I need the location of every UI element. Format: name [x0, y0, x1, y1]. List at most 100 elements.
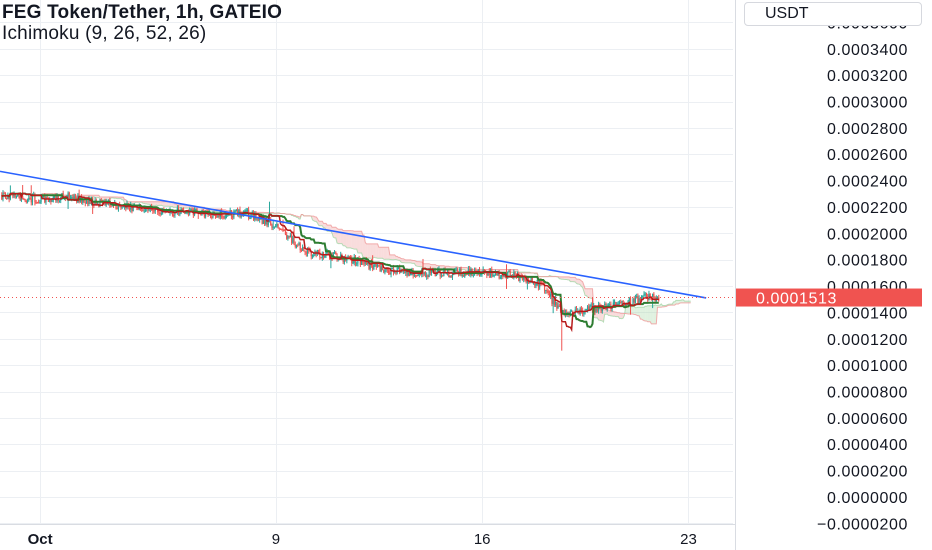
ichimoku-cloud-segment: [432, 264, 435, 269]
candle-body: [49, 199, 51, 202]
candle-body: [580, 308, 583, 311]
candle-body: [649, 293, 651, 299]
ichimoku-cloud-segment: [516, 269, 518, 272]
candle-body: [278, 228, 280, 230]
candle-body: [644, 293, 646, 295]
candle-body: [308, 249, 310, 251]
trendline[interactable]: [0, 170, 707, 299]
ichimoku-cloud-segment: [604, 309, 606, 315]
ichimoku-cloud-segment: [591, 288, 593, 299]
ichimoku-cloud-segment: [381, 247, 383, 259]
candle-body: [442, 275, 444, 277]
ichimoku-cloud-segment: [635, 307, 637, 316]
ichimoku-cloud-segment: [154, 201, 156, 206]
candle-body: [300, 250, 303, 252]
ichimoku-cloud-segment: [366, 243, 368, 258]
ichimoku-cloud-segment: [161, 201, 163, 206]
candle-body: [116, 208, 118, 210]
candle-body: [290, 235, 293, 243]
candle-body: [359, 259, 361, 265]
y-tick-label: 0.0002000: [827, 226, 908, 243]
candle-body: [302, 247, 304, 251]
candle-body: [426, 275, 428, 277]
ichimoku-cloud-segment: [588, 288, 591, 298]
candle-body: [513, 272, 515, 277]
candle-body: [286, 234, 288, 239]
candle-body: [652, 293, 654, 299]
candle-body: [174, 212, 176, 216]
ichimoku-cloud-segment: [168, 201, 171, 207]
ichimoku-cloud-segment: [650, 305, 652, 324]
candle-body: [656, 297, 659, 299]
candle-body: [418, 273, 420, 275]
candle-body: [419, 273, 422, 275]
conversion-line: [1, 192, 659, 333]
candle-body: [563, 310, 565, 315]
ichimoku-cloud-segment: [348, 230, 350, 248]
ichimoku-cloud-segment: [413, 260, 415, 264]
candle-body: [356, 263, 358, 265]
x-tick-label: Oct: [28, 531, 53, 548]
ichimoku-cloud-segment: [425, 263, 427, 269]
candle-body: [402, 270, 404, 273]
candle-body: [369, 261, 371, 269]
candle-body: [305, 252, 307, 254]
x-tick-label: 16: [474, 531, 491, 548]
candle-body: [645, 293, 648, 296]
ichimoku-cloud-segment: [644, 306, 646, 322]
ichimoku-cloud-segment: [370, 243, 372, 259]
ichimoku-cloud-segment: [317, 218, 319, 226]
candle-body: [279, 228, 282, 230]
candle-body: [257, 218, 260, 220]
candle-body: [327, 251, 330, 254]
candle-body: [142, 209, 144, 212]
candle-body: [216, 215, 218, 217]
candle-body: [415, 274, 417, 276]
candle-body: [373, 264, 375, 269]
candle-body: [459, 268, 461, 274]
candle-body: [444, 269, 446, 274]
current-price-tag-label: 0.0001513: [756, 291, 837, 308]
candle-body: [618, 302, 621, 304]
candle-body: [555, 301, 557, 305]
candle-body: [615, 301, 617, 306]
candle-body: [481, 273, 483, 275]
candle-body: [545, 289, 547, 291]
candle-body: [569, 311, 571, 316]
candle-body: [320, 257, 322, 259]
candle-body: [638, 298, 640, 304]
ichimoku-cloud-segment: [181, 204, 183, 208]
candle-body: [309, 250, 311, 252]
ichimoku-cloud-segment: [179, 204, 182, 208]
candle-body: [570, 310, 573, 312]
candle-body: [335, 251, 337, 255]
candle-body: [410, 272, 412, 276]
ichimoku-cloud-segment: [373, 243, 376, 258]
candle-body: [203, 212, 205, 217]
candle-body: [607, 305, 610, 307]
ichimoku-cloud-segment: [333, 227, 335, 238]
candle-body: [234, 211, 236, 213]
candle-body: [232, 216, 234, 218]
ichimoku-cloud-segment: [96, 195, 98, 198]
candle-body: [303, 247, 305, 251]
candle-body: [347, 256, 349, 258]
currency-selector[interactable]: USDT: [744, 2, 922, 26]
candle-body: [585, 309, 587, 311]
candle-body: [428, 269, 430, 278]
candle-body: [348, 256, 350, 258]
ichimoku-cloud-segment: [655, 304, 657, 324]
ichimoku-cloud-segment: [418, 261, 420, 267]
ichimoku-cloud-segment: [319, 221, 322, 226]
candle-body: [141, 209, 143, 211]
ichimoku-cloud-segment: [166, 201, 168, 207]
candle-body: [550, 294, 552, 297]
candle-body: [117, 204, 120, 210]
candle-body: [190, 209, 192, 211]
y-tick-label: 0.0002800: [827, 121, 908, 138]
candle-body: [72, 197, 74, 199]
candle-body: [148, 208, 150, 211]
candle-body: [523, 277, 525, 280]
